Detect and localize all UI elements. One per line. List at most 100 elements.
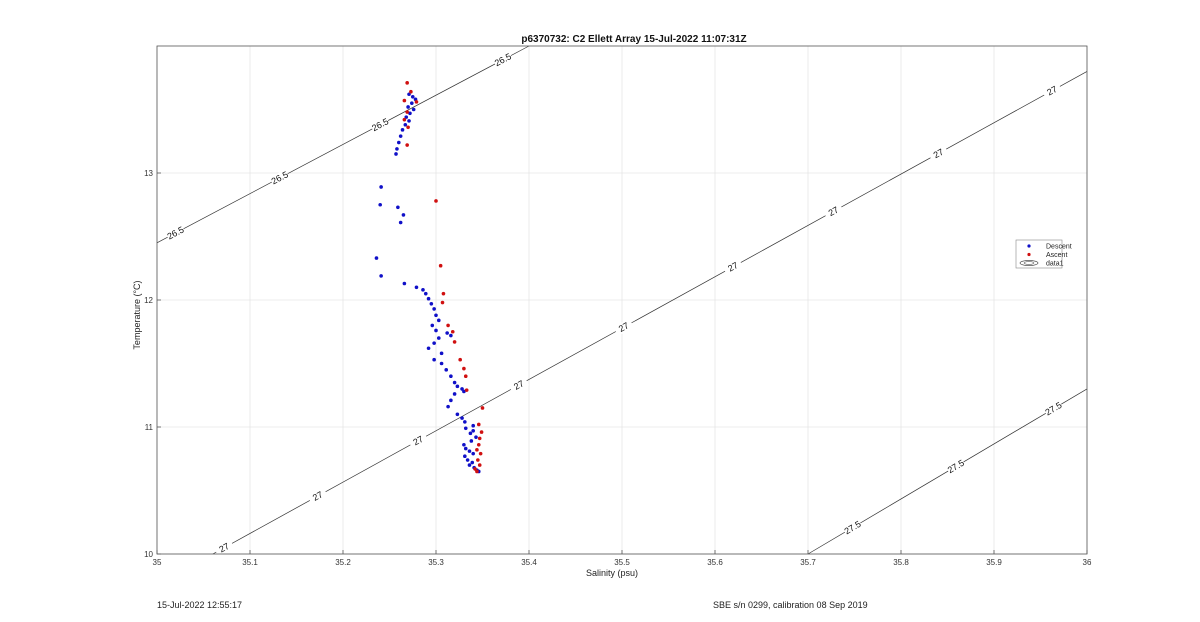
descent-point bbox=[403, 122, 408, 127]
descent-point bbox=[471, 423, 476, 428]
descent-point bbox=[463, 420, 467, 424]
descent-point bbox=[395, 147, 399, 151]
ascent-point bbox=[479, 430, 484, 434]
y-axis-label: Temperature (°C) bbox=[132, 280, 142, 349]
descent-point bbox=[407, 119, 411, 123]
contour-label: 27 bbox=[411, 434, 425, 448]
density-contours: 26.5 26.5 26.5 26.5 27 27 27 27 27 27 27 27 27 27.5 27… bbox=[156, 45, 1088, 557]
descent-point bbox=[471, 451, 476, 456]
x-tick-label: 35.5 bbox=[614, 558, 630, 567]
x-tick-label: 35.7 bbox=[800, 558, 816, 567]
contour-label-bg bbox=[1041, 81, 1063, 100]
descent-point bbox=[470, 460, 475, 465]
ascent-point bbox=[434, 199, 438, 203]
descent-point bbox=[432, 357, 436, 362]
chart-title: p6370732: C2 Ellett Array 15-Jul-2022 11… bbox=[521, 34, 746, 45]
ascent-point bbox=[406, 125, 410, 130]
descent-point bbox=[467, 449, 472, 453]
contour-label-bg bbox=[369, 116, 391, 134]
descent-point bbox=[449, 374, 453, 379]
ascent-point bbox=[405, 81, 409, 85]
grid-lines bbox=[156, 46, 1088, 555]
contour-label-bg bbox=[165, 224, 186, 242]
descent-point bbox=[439, 351, 444, 356]
legend-box bbox=[1015, 239, 1063, 269]
descent-point bbox=[432, 341, 436, 345]
x-axis-label: Salinity (psu) bbox=[586, 568, 638, 578]
descent-point bbox=[446, 404, 450, 409]
contour-label-bg bbox=[508, 376, 530, 394]
ascent-point bbox=[464, 388, 469, 392]
descent-point bbox=[469, 439, 474, 443]
legend-ascent-marker bbox=[1027, 252, 1031, 257]
contour-label: 27 bbox=[311, 489, 325, 503]
contour-label: 26.5 bbox=[270, 169, 290, 186]
contour-label: 27 bbox=[932, 147, 946, 161]
descent-point bbox=[404, 115, 409, 119]
contour-label: 26.5 bbox=[370, 116, 390, 133]
legend-data1-label: data1 bbox=[1046, 261, 1064, 268]
ascent-point bbox=[458, 357, 462, 362]
contour-label-bg bbox=[269, 169, 291, 187]
contour-label-bg bbox=[1043, 399, 1064, 418]
descent-point bbox=[445, 331, 449, 335]
x-tick-label: 35.8 bbox=[893, 558, 909, 567]
descent-point bbox=[396, 205, 400, 210]
descent-point bbox=[402, 281, 407, 286]
contour-label-bg bbox=[613, 318, 634, 336]
contour-label-bg bbox=[842, 518, 863, 537]
ascent-point bbox=[477, 463, 482, 467]
contour-label-bg bbox=[945, 457, 967, 476]
descent-point bbox=[436, 318, 441, 323]
descent-point bbox=[452, 380, 457, 385]
isopycnal-line bbox=[156, 45, 530, 244]
data-points bbox=[374, 81, 485, 474]
ascent-point bbox=[409, 89, 413, 94]
legend-ascent-label: Ascent bbox=[1046, 252, 1067, 259]
x-tick-label: 35.2 bbox=[335, 558, 351, 567]
x-ticks: 35 35.1 35.2 35.3 35.4 35.5 35.6 35.7 35.8 35.9 36 bbox=[153, 550, 1092, 567]
descent-point bbox=[398, 134, 403, 138]
descent-point bbox=[434, 313, 438, 318]
ascent-point bbox=[450, 329, 455, 334]
descent-point bbox=[410, 101, 414, 105]
legend-descent-label: Descent bbox=[1046, 244, 1072, 251]
descent-point bbox=[471, 429, 476, 433]
descent-point bbox=[474, 435, 478, 439]
contour-label-bg bbox=[823, 202, 844, 221]
x-tick-label: 35.4 bbox=[521, 558, 537, 567]
x-tick-label: 35.9 bbox=[986, 558, 1002, 567]
ascent-point bbox=[414, 100, 419, 104]
contour-label: 27 bbox=[827, 205, 841, 219]
ascent-point bbox=[476, 442, 481, 447]
descent-point bbox=[449, 333, 453, 338]
descent-point bbox=[460, 387, 464, 391]
descent-point bbox=[398, 220, 403, 225]
descent-point bbox=[436, 336, 441, 340]
descent-point bbox=[397, 140, 401, 145]
ascent-point bbox=[441, 291, 446, 296]
ascent-point bbox=[477, 436, 482, 441]
contour-label: 27 bbox=[726, 260, 740, 274]
ascent-point bbox=[405, 110, 409, 114]
legend: Descent Ascent data1 bbox=[1015, 239, 1072, 269]
ascent-point bbox=[402, 98, 407, 103]
ascent-point bbox=[475, 448, 479, 452]
descent-point bbox=[423, 291, 428, 296]
contour-label: 27.5 bbox=[1043, 400, 1063, 418]
descent-point bbox=[449, 398, 453, 403]
contour-label: 27 bbox=[617, 320, 631, 334]
descent-point bbox=[465, 458, 470, 462]
contour-label-bg bbox=[492, 51, 514, 69]
descent-point bbox=[462, 442, 466, 447]
contour-label: 27 bbox=[217, 541, 231, 555]
y-tick-label: 13 bbox=[144, 169, 153, 178]
descent-point bbox=[414, 285, 419, 290]
ascent-point bbox=[463, 374, 468, 379]
legend-data1-contour-icon bbox=[1019, 260, 1039, 266]
descent-point bbox=[432, 307, 436, 311]
footer-timestamp: 15-Jul-2022 12:55:17 bbox=[157, 600, 243, 610]
x-tick-label: 35.1 bbox=[242, 558, 258, 567]
descent-point bbox=[455, 412, 460, 417]
descent-point bbox=[410, 95, 415, 99]
